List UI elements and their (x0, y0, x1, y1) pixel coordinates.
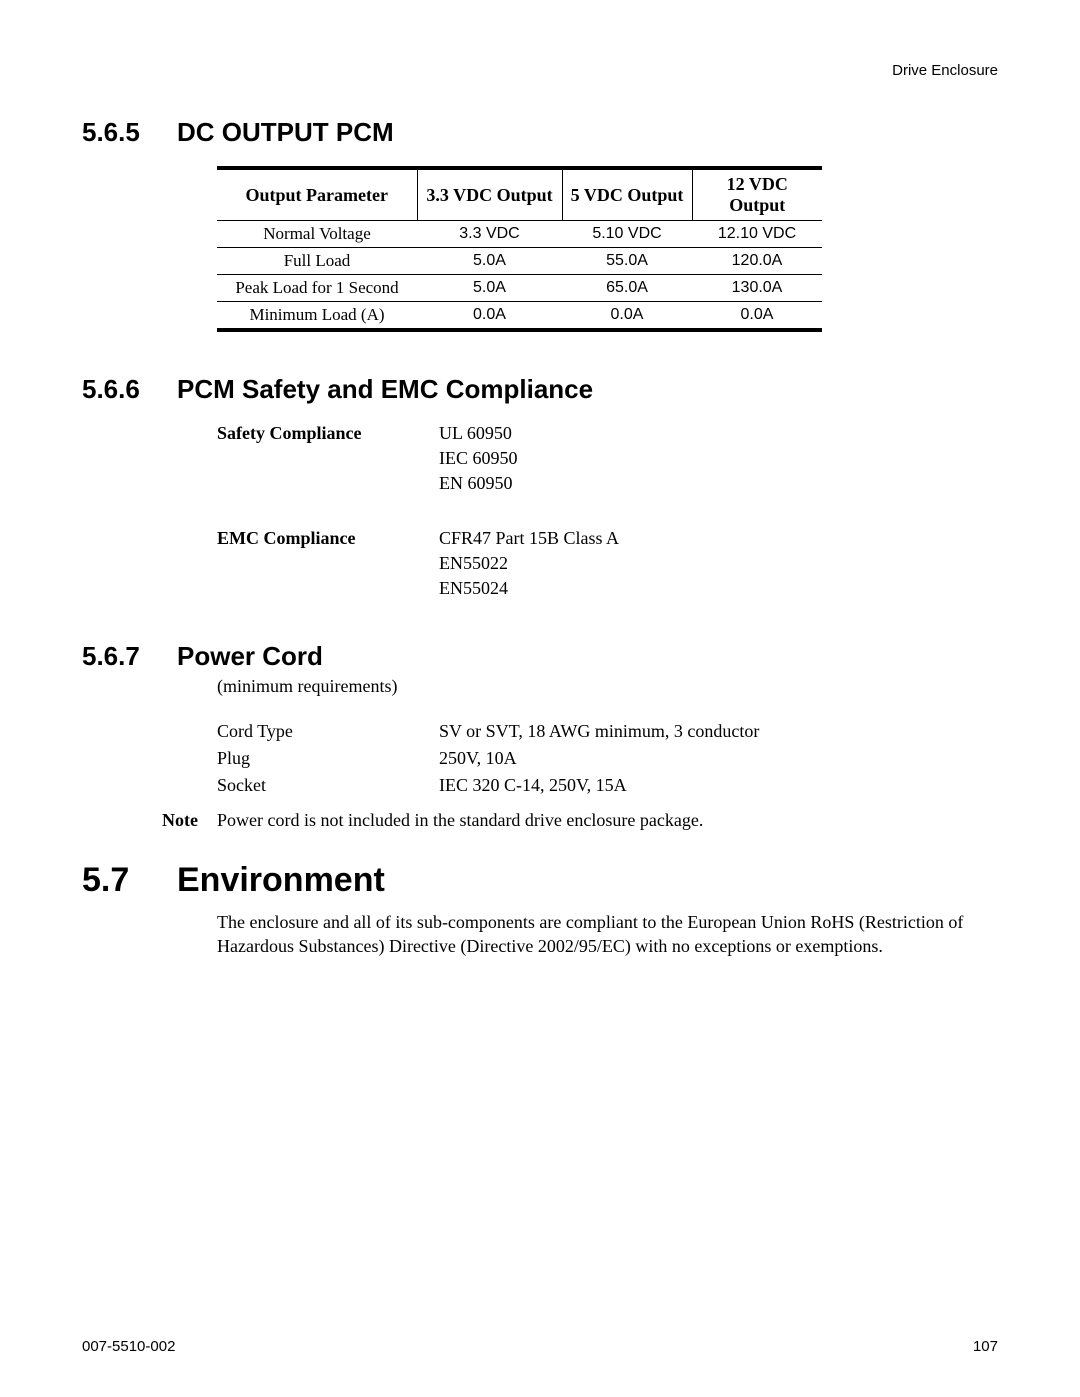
safety-compliance-value: UL 60950 (439, 423, 998, 444)
cell: 130.0A (692, 275, 822, 302)
table-row: Normal Voltage 3.3 VDC 5.10 VDC 12.10 VD… (217, 221, 822, 248)
th-output-parameter: Output Parameter (217, 168, 417, 221)
power-row: Plug 250V, 10A (217, 748, 998, 769)
cell: 5.10 VDC (562, 221, 692, 248)
cell: 55.0A (562, 248, 692, 275)
header-right: Drive Enclosure (82, 62, 998, 79)
section-566-heading: 5.6.6PCM Safety and EMC Compliance (82, 374, 998, 405)
note-text: Power cord is not included in the standa… (217, 810, 998, 831)
power-label: Socket (217, 775, 439, 796)
section-567-title: Power Cord (177, 641, 323, 671)
cell: 0.0A (417, 302, 562, 331)
power-value: IEC 320 C-14, 250V, 15A (439, 775, 998, 796)
safety-compliance-value: EN 60950 (439, 473, 998, 494)
cell: 120.0A (692, 248, 822, 275)
cell-param: Peak Load for 1 Second (217, 275, 417, 302)
safety-compliance-value: IEC 60950 (439, 448, 998, 469)
power-row: Socket IEC 320 C-14, 250V, 15A (217, 775, 998, 796)
table-row: Minimum Load (A) 0.0A 0.0A 0.0A (217, 302, 822, 331)
cell: 12.10 VDC (692, 221, 822, 248)
section-565-num: 5.6.5 (82, 117, 177, 148)
section-57-heading: 5.7Environment (82, 861, 998, 900)
section-566-num: 5.6.6 (82, 374, 177, 405)
emc-compliance-block: EMC Compliance CFR47 Part 15B Class A EN… (217, 528, 998, 599)
emc-compliance-value: EN55022 (439, 553, 998, 574)
cell-param: Full Load (217, 248, 417, 275)
safety-compliance-block: Safety Compliance UL 60950 IEC 60950 EN … (217, 423, 998, 494)
cell: 65.0A (562, 275, 692, 302)
section-57-title: Environment (177, 861, 385, 899)
emc-compliance-value: EN55024 (439, 578, 998, 599)
section-565-heading: 5.6.5DC OUTPUT PCM (82, 117, 998, 148)
footer-left: 007-5510-002 (82, 1338, 175, 1355)
th-5vdc: 5 VDC Output (562, 168, 692, 221)
emc-compliance-label: EMC Compliance (217, 528, 439, 549)
cell: 5.0A (417, 248, 562, 275)
table-header-row: Output Parameter 3.3 VDC Output 5 VDC Ou… (217, 168, 822, 221)
cell: 5.0A (417, 275, 562, 302)
th-33vdc: 3.3 VDC Output (417, 168, 562, 221)
power-value: 250V, 10A (439, 748, 998, 769)
section-567-heading: 5.6.7Power Cord (82, 641, 998, 672)
th-12vdc: 12 VDC Output (692, 168, 822, 221)
environment-text: The enclosure and all of its sub-compone… (217, 910, 998, 959)
power-value: SV or SVT, 18 AWG minimum, 3 conductor (439, 721, 998, 742)
dc-output-table: Output Parameter 3.3 VDC Output 5 VDC Ou… (217, 166, 822, 332)
note-label: Note (162, 810, 217, 831)
section-565-title: DC OUTPUT PCM (177, 117, 394, 147)
footer-right: 107 (973, 1338, 998, 1355)
power-cord-subnote: (minimum requirements) (217, 676, 998, 697)
cell-param: Normal Voltage (217, 221, 417, 248)
power-row: Cord Type SV or SVT, 18 AWG minimum, 3 c… (217, 721, 998, 742)
power-cord-note: Note Power cord is not included in the s… (162, 810, 998, 831)
power-label: Cord Type (217, 721, 439, 742)
emc-compliance-value: CFR47 Part 15B Class A (439, 528, 998, 549)
cell: 0.0A (562, 302, 692, 331)
table-row: Full Load 5.0A 55.0A 120.0A (217, 248, 822, 275)
cell: 3.3 VDC (417, 221, 562, 248)
table-row: Peak Load for 1 Second 5.0A 65.0A 130.0A (217, 275, 822, 302)
section-57-num: 5.7 (82, 861, 177, 900)
power-cord-table: Cord Type SV or SVT, 18 AWG minimum, 3 c… (217, 721, 998, 796)
cell: 0.0A (692, 302, 822, 331)
cell-param: Minimum Load (A) (217, 302, 417, 331)
power-label: Plug (217, 748, 439, 769)
safety-compliance-label: Safety Compliance (217, 423, 439, 444)
section-566-title: PCM Safety and EMC Compliance (177, 374, 593, 404)
page-footer: 007-5510-002 107 (82, 1338, 998, 1355)
section-567-num: 5.6.7 (82, 641, 177, 672)
